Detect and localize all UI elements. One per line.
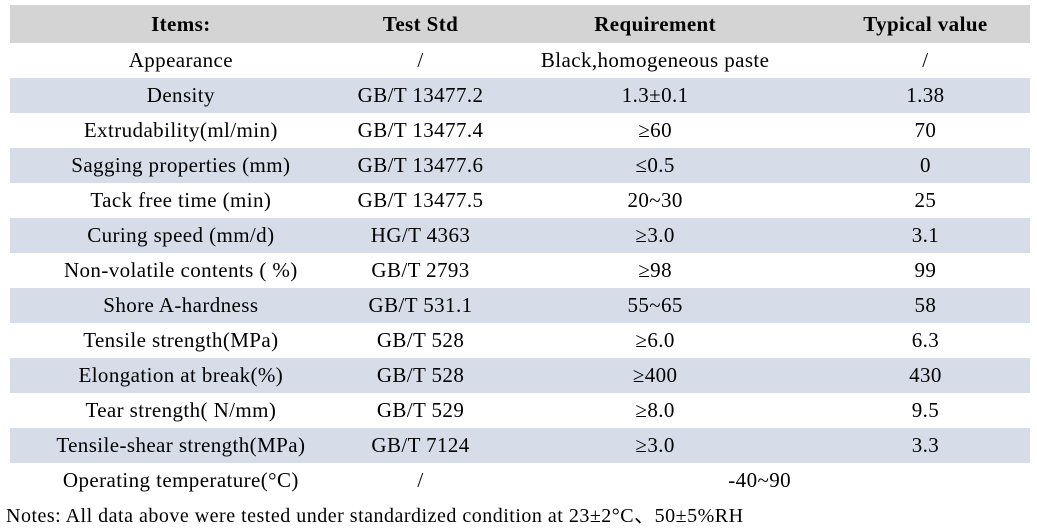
cell-requirement: ≥8.0	[635, 398, 675, 422]
cell-typical-value: 9.5	[911, 398, 940, 422]
cell-requirement: ≥3.0	[635, 223, 675, 247]
cell-requirement: ≥400	[632, 363, 678, 387]
table-row-non-volatile: Non-volatile contents ( %) GB/T 2793 ≥98…	[10, 253, 1030, 288]
cell-test-std: GB/T 528	[376, 328, 465, 352]
cell-test-std: GB/T 2793	[371, 258, 470, 282]
cell-test-std: GB/T 7124	[371, 433, 470, 457]
table-row-tensile-strength: Tensile strength(MPa) GB/T 528 ≥6.0 6.3	[10, 323, 1030, 358]
cell-item: Tear strength( N/mm)	[85, 398, 277, 422]
cell-item: Extrudability(ml/min)	[83, 118, 278, 142]
spec-table: Items: Test Std Requirement Typical valu…	[10, 5, 1030, 498]
cell-requirement: ≥98	[638, 258, 672, 282]
cell-typical-value: 430	[909, 363, 942, 387]
cell-requirement: 55~65	[627, 293, 683, 317]
table-row-shore-hardness: Shore A-hardness GB/T 531.1 55~65 58	[10, 288, 1030, 323]
table-row-tear-strength: Tear strength( N/mm) GB/T 529 ≥8.0 9.5	[10, 393, 1030, 428]
table-row-tensile-shear: Tensile-shear strength(MPa) GB/T 7124 ≥3…	[10, 428, 1030, 463]
cell-item: Density	[146, 83, 215, 107]
table-row-curing-speed: Curing speed (mm/d) HG/T 4363 ≥3.0 3.1	[10, 218, 1030, 253]
cell-requirement: ≤0.5	[635, 153, 675, 177]
cell-typical-value: 0	[919, 153, 931, 177]
column-header-test-std: Test Std	[382, 11, 459, 36]
cell-test-std: GB/T 528	[376, 363, 465, 387]
cell-requirement: 20~30	[627, 188, 683, 212]
cell-item: Tack free time (min)	[90, 188, 272, 212]
cell-test-std: /	[417, 468, 424, 492]
cell-typical-value: 99	[914, 258, 937, 282]
cell-item: Non-volatile contents ( %)	[63, 258, 298, 282]
cell-item: Tensile-shear strength(MPa)	[56, 433, 306, 457]
cell-item: Shore A-hardness	[103, 293, 259, 317]
cell-test-std: GB/T 13477.4	[357, 118, 484, 142]
cell-typical-value: 58	[914, 293, 937, 317]
table-row-tack-free-time: Tack free time (min) GB/T 13477.5 20~30 …	[10, 183, 1030, 218]
table-row-elongation: Elongation at break(%) GB/T 528 ≥400 430	[10, 358, 1030, 393]
cell-requirement: ≥6.0	[635, 328, 675, 352]
table-row-extrudability: Extrudability(ml/min) GB/T 13477.4 ≥60 7…	[10, 113, 1030, 148]
cell-typical-value: 1.38	[906, 83, 945, 107]
cell-merged-value: -40~90	[728, 468, 792, 492]
cell-typical-value: 70	[914, 118, 937, 142]
cell-test-std: GB/T 13477.5	[357, 188, 484, 212]
cell-typical-value: /	[922, 48, 929, 72]
cell-item: Tensile strength(MPa)	[83, 328, 279, 352]
cell-test-std: GB/T 531.1	[368, 293, 473, 317]
cell-typical-value: 25	[914, 188, 937, 212]
cell-requirement: Black,homogeneous paste	[540, 48, 770, 72]
cell-item: Sagging properties (mm)	[71, 153, 291, 177]
table-row-sagging: Sagging properties (mm) GB/T 13477.6 ≤0.…	[10, 148, 1030, 183]
cell-test-std: HG/T 4363	[370, 223, 471, 247]
cell-test-std: /	[417, 48, 424, 72]
cell-test-std: GB/T 13477.2	[357, 83, 484, 107]
table-row-operating-temperature: Operating temperature(°C) / -40~90	[10, 463, 1030, 498]
cell-item: Elongation at break(%)	[78, 363, 284, 387]
cell-typical-value: 6.3	[911, 328, 940, 352]
cell-test-std: GB/T 529	[376, 398, 465, 422]
table-header-row: Items: Test Std Requirement Typical valu…	[10, 5, 1030, 43]
notes-text: Notes: All data above were tested under …	[6, 505, 744, 527]
column-header-items: Items:	[151, 11, 211, 36]
cell-requirement: 1.3±0.1	[621, 83, 689, 107]
table-row-appearance: Appearance / Black,homogeneous paste /	[10, 43, 1030, 78]
column-header-typical-value: Typical value	[863, 11, 988, 36]
column-header-requirement: Requirement	[594, 11, 717, 36]
cell-requirement: ≥60	[638, 118, 672, 142]
cell-item: Curing speed (mm/d)	[87, 223, 275, 247]
cell-typical-value: 3.3	[911, 433, 940, 457]
cell-requirement: ≥3.0	[635, 433, 675, 457]
cell-item: Operating temperature(°C)	[62, 468, 299, 492]
cell-test-std: GB/T 13477.6	[357, 153, 484, 177]
cell-typical-value: 3.1	[911, 223, 940, 247]
cell-item: Appearance	[128, 48, 233, 72]
table-row-density: Density GB/T 13477.2 1.3±0.1 1.38	[10, 78, 1030, 113]
